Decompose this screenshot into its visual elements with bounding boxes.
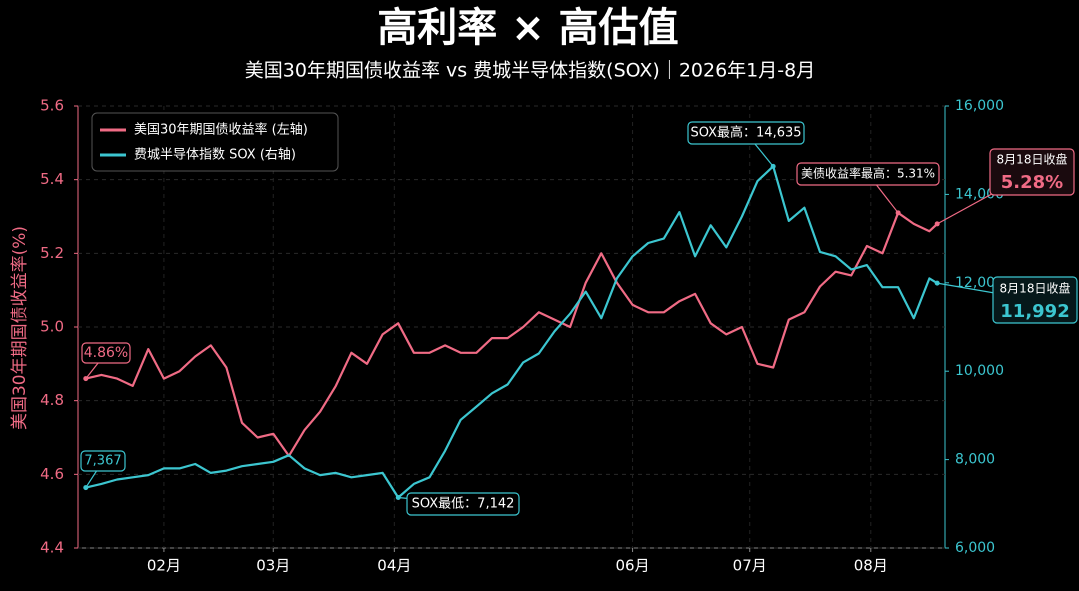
annotation-arrow-head [895,210,901,216]
x-tick-label: 03月 [256,557,290,575]
annotation-box [796,162,940,186]
series-line [85,165,938,499]
annotation-box [687,121,805,145]
y2-tick-label: 12,000 [955,275,1004,291]
annotation-box [406,492,520,516]
annotation-value: 5.28% [1001,172,1063,193]
legend: 美国30年期国债收益率 (左轴) 费城半导体指数 SOX (右轴) [91,112,339,172]
annotation-label: 7,367 [84,454,121,469]
y-tick-label: 4.4 [40,539,64,557]
y-tick-label: 5.0 [40,318,64,336]
chart-subtitle: 美国30年期国债收益率 vs 费城半导体指数(SOX)｜2026年1月-8月 [245,60,815,82]
y2-tick-label: 10,000 [955,363,1004,379]
y-tick-label: 4.6 [40,465,64,483]
x-tick-label: 07月 [733,557,767,575]
annotation-label: SOX最高：14,635 [690,125,801,141]
y2-tick-label: 8,000 [955,452,995,468]
x-tick-label: 06月 [616,557,650,575]
annotation-box [992,276,1078,324]
annotation-label: 8月18日收盘 [1000,281,1071,296]
y-tick-label: 5.4 [40,170,64,188]
annotation-arrow-head [83,376,89,382]
annotation-box [80,450,126,472]
annotation-box [989,148,1075,196]
annotation-box [81,342,131,364]
x-tick-label: 04月 [377,557,411,575]
legend-label: 美国30年期国债收益率 (左轴) [134,122,308,138]
annotation-value: 11,992 [1000,301,1069,322]
annotation-arrow-head [770,163,776,169]
series-line [85,211,938,457]
x-tick-label: 02月 [147,557,181,575]
y-tick-label: 4.8 [40,391,64,409]
legend-label: 费城半导体指数 SOX (右轴) [134,148,296,163]
y2-tick-label: 6,000 [955,540,995,556]
y-tick-label: 5.2 [40,244,64,262]
y-tick-label: 5.6 [40,97,64,115]
annotation-arrow-head [934,280,940,286]
chart-title: 高利率 × 高估值 [377,5,678,51]
x-tick-label: 08月 [854,557,888,575]
legend-box [91,112,339,172]
annotation-arrow-head [934,221,940,227]
annotation-label: 8月18日收盘 [997,152,1068,167]
annotation-label: SOX最低：7,142 [412,497,515,512]
annotation-arrow-head [395,495,401,501]
annotation-arrow-head [83,485,89,491]
annotation-label: 美债收益率最高：5.31% [801,166,935,181]
y-axis-label: 美国30年期国债收益率(%) [10,226,30,430]
annotation-label: 4.86% [84,345,128,361]
y2-tick-label: 16,000 [955,98,1004,114]
